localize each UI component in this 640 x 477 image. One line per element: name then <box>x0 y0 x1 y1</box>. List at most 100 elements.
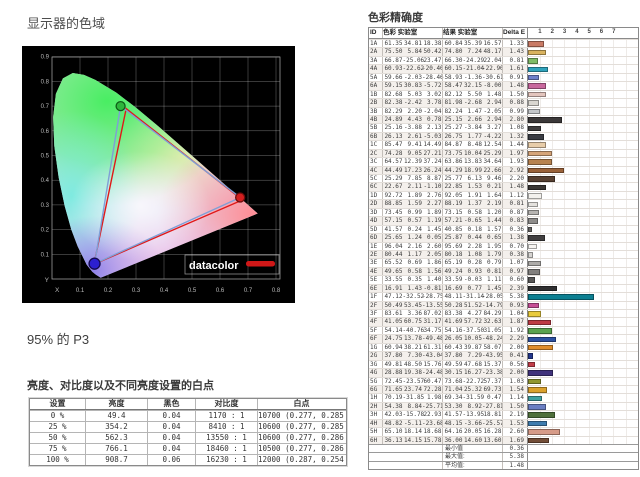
lab-value: -37.50 <box>462 326 485 334</box>
lab-value: 13.78 <box>403 335 422 343</box>
scale-tick: 1 <box>538 29 542 35</box>
summary-chart-cell <box>527 445 638 453</box>
lab-value: 26.13 <box>384 132 403 140</box>
lab-value: -5.03 <box>423 132 442 140</box>
lab-value: 51.52 <box>463 301 482 309</box>
lab-result: 22.85 1.53 0.21 <box>442 183 502 191</box>
accuracy-row: 1G 60.94 38.21 61.31 60.43 39.87 58.07 2.00 <box>369 342 638 352</box>
summary-chart-cell <box>527 453 638 461</box>
lab-target: 61.35 34.81 18.38 <box>382 40 442 48</box>
accuracy-row: 5F 54.14 -40.76 34.75 54.16 -37.50 31.05 1.92 <box>369 325 638 335</box>
column-header-target: 色彩 实验室 <box>382 28 442 38</box>
scale-tick: 5 <box>587 29 591 35</box>
lab-value: -31.14 <box>462 293 485 301</box>
lab-result: 50.28 51.52 -14.79 <box>442 301 504 309</box>
lab-value: 0.65 <box>487 234 502 242</box>
table-cell: 75 % <box>48 444 67 453</box>
lab-value: 0.05 <box>427 234 442 242</box>
delta-bar-cell <box>527 335 638 343</box>
lab-value: 2.61 <box>407 132 422 140</box>
delta-e-value: 2.00 <box>502 369 527 377</box>
patch-id: 3B <box>370 107 378 115</box>
lab-value: 59.66 <box>384 73 403 81</box>
lab-value: 72.45 <box>384 377 403 385</box>
table-cell: 0 % <box>50 411 65 420</box>
table-cell: 1170 : 1 <box>195 411 257 421</box>
lab-value: 48.17 <box>483 48 502 56</box>
delta-scale-header: 1 2 3 4 5 6 7 <box>527 28 638 38</box>
scale-tick: 6 <box>599 29 604 35</box>
delta-e-value: 1.93 <box>502 158 527 166</box>
lab-value: 14.60 <box>463 436 482 444</box>
lab-value: 2.76 <box>427 191 442 199</box>
delta-bar <box>528 142 546 148</box>
lab-value: 24.89 <box>384 115 403 123</box>
delta-bar-cell <box>527 65 638 73</box>
lab-value: -2.68 <box>463 99 482 107</box>
scale-tick: 2 <box>550 29 554 35</box>
lab-value: -13.95 <box>462 411 485 419</box>
lab-result: 83.38 4.27 84.29 <box>442 310 502 318</box>
accuracy-row: 3C 64.57 12.39 37.24 63.86 13.83 34.64 1.93 <box>369 157 638 166</box>
lab-value: 7.24 <box>467 48 482 56</box>
delta-bar <box>528 150 553 157</box>
delta-e-value: 2.80 <box>502 115 527 124</box>
delta-bar <box>528 235 545 241</box>
lab-value: 25.29 <box>384 175 403 182</box>
accuracy-row: 6E 16.91 1.43 -0.81 16.69 0.77 1.45 2.39 <box>369 283 638 293</box>
lab-value: 18.14 <box>403 428 422 436</box>
accuracy-row: 6B 26.13 2.61 -5.03 26.75 1.77 -4.22 1.32 <box>369 131 638 141</box>
accuracy-section-title: 色彩精确度 <box>368 12 423 24</box>
lab-value: 18.99 <box>463 166 482 174</box>
lab-value: 92.05 <box>444 191 463 199</box>
lab-value: 49.65 <box>384 267 403 275</box>
lab-value: 2.16 <box>407 242 422 250</box>
lab-target: 42.03 -15.78 22.93 <box>382 411 442 419</box>
lab-target: 16.91 1.43 -0.81 <box>382 284 442 293</box>
lab-value: -3.66 <box>463 419 482 427</box>
delta-e-value: 5.38 <box>502 293 527 301</box>
axis-tick-label: 0.4 <box>160 288 169 294</box>
lab-value: 10.04 <box>463 149 482 157</box>
patch-id: 2B <box>369 99 382 107</box>
lab-value: 16.57 <box>483 40 502 47</box>
delta-bar <box>528 226 533 233</box>
delta-bar <box>528 370 553 376</box>
delta-bar-cell <box>527 394 638 402</box>
table-cell: 16230 : 1 <box>195 455 257 465</box>
lab-value: 13.60 <box>483 436 502 444</box>
lab-value: -24.48 <box>422 369 444 377</box>
accuracy-row: 2C 74.28 9.05 27.21 73.75 10.04 25.29 1.97 <box>369 148 638 158</box>
lab-value: -5.11 <box>403 419 422 427</box>
lab-value: 33.59 <box>444 276 463 284</box>
lab-value: 47.68 <box>463 360 482 368</box>
lab-value: 35.39 <box>463 40 482 47</box>
lab-target: 65.52 0.69 1.86 <box>382 259 442 267</box>
lab-value: 0.47 <box>487 394 502 402</box>
lab-value: 5.50 <box>467 90 482 98</box>
accuracy-row: 1D 92.72 1.89 2.76 92.05 1.91 1.64 1.12 <box>369 190 638 200</box>
delta-bar <box>528 319 551 326</box>
summary-row: 平均值: 1.48 <box>369 460 638 470</box>
lab-value: -8.00 <box>483 82 502 90</box>
lab-value: 1.89 <box>427 208 442 216</box>
lab-value: 5.84 <box>407 48 422 56</box>
accuracy-row: 2H 54.38 8.84 -25.71 53.30 8.92 -27.81 1.50 <box>369 401 638 411</box>
lab-value: 12.39 <box>403 158 422 166</box>
table-cell: 0.06 <box>147 455 195 465</box>
lab-value: -23.68 <box>422 419 444 427</box>
delta-bar <box>528 412 555 418</box>
lab-value: 25.77 <box>444 175 463 182</box>
lab-value: 54.38 <box>384 402 403 410</box>
lab-value: 17.23 <box>403 166 422 174</box>
table-cell: 50 % <box>48 433 67 442</box>
axis-tick-label: 0.3 <box>41 203 50 209</box>
lab-value: 82.38 <box>384 99 403 107</box>
patch-id: 6F <box>369 335 382 343</box>
color-accuracy-table: ID 色彩 实验室 结果 实验室 Delta E 1 2 3 4 5 6 7 1A 61.35 34.81… <box>368 27 639 471</box>
lab-value: 58.93 <box>444 73 463 81</box>
lab-value: 2.11 <box>407 183 422 191</box>
lab-result: 66.30 -24.29 22.04 <box>442 56 502 65</box>
axis-tick-label: 0.1 <box>41 252 50 258</box>
